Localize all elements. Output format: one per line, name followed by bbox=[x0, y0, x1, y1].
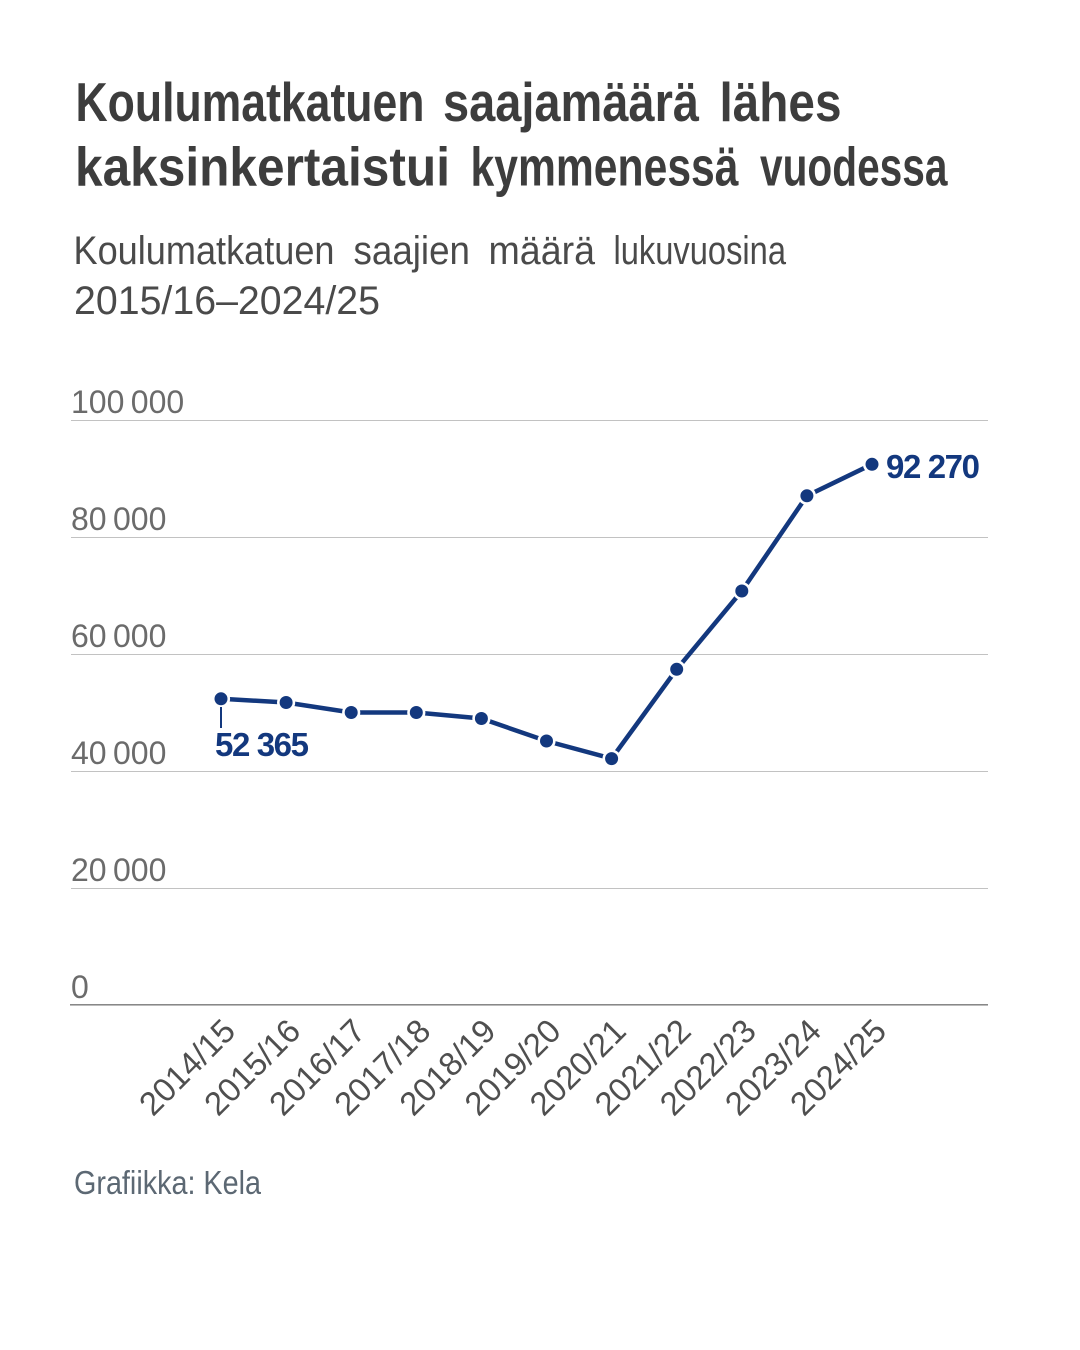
svg-text:40 000: 40 000 bbox=[71, 735, 166, 771]
svg-text:52 365: 52 365 bbox=[215, 726, 309, 763]
svg-text:100 000: 100 000 bbox=[71, 384, 184, 420]
svg-text:vuodessa: vuodessa bbox=[760, 136, 948, 198]
svg-text:Grafiikka: Kela: Grafiikka: Kela bbox=[74, 1164, 262, 1201]
svg-text:2015/16–2024/25: 2015/16–2024/25 bbox=[74, 279, 380, 323]
svg-text:80 000: 80 000 bbox=[71, 501, 166, 537]
svg-text:kymmenessä: kymmenessä bbox=[471, 136, 739, 198]
svg-text:20 000: 20 000 bbox=[71, 852, 166, 888]
svg-text:lukuvuosina: lukuvuosina bbox=[614, 229, 787, 273]
svg-text:lähes: lähes bbox=[720, 71, 842, 133]
svg-text:kaksinkertaistui: kaksinkertaistui bbox=[75, 136, 450, 198]
svg-text:Koulumatkatuen: Koulumatkatuen bbox=[74, 229, 335, 273]
svg-text:Koulumatkatuen: Koulumatkatuen bbox=[76, 71, 425, 133]
svg-text:60 000: 60 000 bbox=[71, 618, 166, 654]
svg-text:92 270: 92 270 bbox=[886, 448, 980, 485]
svg-text:saajien: saajien bbox=[354, 229, 471, 273]
svg-text:0: 0 bbox=[71, 969, 89, 1005]
svg-text:määrä: määrä bbox=[489, 229, 596, 273]
svg-text:saajamäärä: saajamäärä bbox=[443, 71, 699, 133]
